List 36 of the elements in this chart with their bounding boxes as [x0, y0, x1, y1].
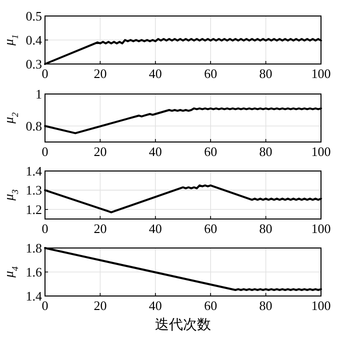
x-tick-label: 80 — [259, 298, 272, 313]
x-tick-label: 80 — [259, 144, 272, 159]
y-tick-label: 0.3 — [26, 56, 42, 72]
x-tick-label: 60 — [204, 298, 218, 313]
x-tick-label: 0 — [42, 221, 48, 236]
x-tick-label: 20 — [94, 221, 107, 236]
x-tick-label: 100 — [311, 144, 331, 159]
x-tick-label: 60 — [204, 221, 218, 236]
x-tick-label: 0 — [42, 144, 48, 159]
x-tick-label: 60 — [204, 144, 218, 159]
x-tick-label: 100 — [311, 221, 331, 236]
x-tick-label: 20 — [94, 144, 107, 159]
x-tick-label: 20 — [94, 298, 107, 313]
x-tick-label: 80 — [259, 66, 272, 81]
y-tick-label: 1 — [36, 86, 42, 102]
x-tick-label: 80 — [259, 221, 272, 236]
y-tick-label: 1.8 — [26, 240, 42, 256]
y-tick-label: 1.4 — [26, 164, 42, 178]
y-tick-label: 1.4 — [26, 288, 42, 304]
y-tick-label: 0.4 — [26, 32, 42, 48]
y-tick-label: 1.2 — [26, 202, 42, 217]
x-tick-label: 60 — [204, 66, 218, 81]
x-tick-label: 40 — [148, 66, 162, 81]
x-axis-title: 迭代次数 — [155, 317, 211, 333]
x-tick-label: 0 — [42, 66, 48, 81]
x-tick-label: 0 — [42, 298, 48, 313]
y-tick-label: 1.6 — [26, 264, 42, 280]
x-tick-label: 20 — [94, 66, 107, 81]
x-tick-label: 40 — [148, 221, 162, 236]
x-tick-label: 100 — [311, 298, 331, 313]
y-tick-label: 0.8 — [26, 118, 42, 134]
y-tick-label: 1.3 — [26, 182, 42, 198]
x-tick-label: 40 — [148, 298, 162, 313]
x-tick-label: 40 — [148, 144, 162, 159]
y-tick-label: 0.5 — [26, 8, 42, 24]
x-tick-label: 100 — [311, 66, 331, 81]
